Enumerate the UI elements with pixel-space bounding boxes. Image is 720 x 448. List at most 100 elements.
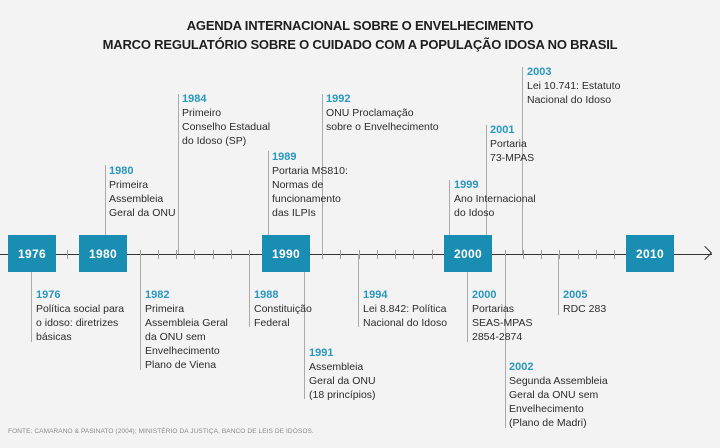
- event-description-line: Plano de Viena: [145, 359, 217, 371]
- event-connector-line: [249, 254, 250, 327]
- event-description-line: Primeira: [109, 179, 149, 191]
- timeline-event-1992: 1992 ONU Proclamação sobre o Envelheciment…: [326, 92, 439, 134]
- event-description-line: Geral da ONU: [109, 207, 176, 219]
- event-description-line: Segunda Assembleia: [509, 375, 608, 387]
- event-description-line: Conselho Estadual: [182, 121, 271, 133]
- event-year: 2001: [490, 124, 515, 136]
- event-description-line: da ONU sem: [145, 331, 206, 343]
- timeline-event-2001: 2001 Portaria 73-MPAS: [490, 123, 534, 165]
- axis-tick: [595, 250, 597, 259]
- event-connector-line: [558, 254, 559, 315]
- event-year: 2003: [527, 66, 552, 78]
- event-description-line: o idoso: diretrizes: [36, 317, 119, 329]
- event-description-line: Geral da ONU sem: [509, 389, 599, 401]
- timeline-event-2000: 2000 Portarias SEAS-MPAS 2854-2874: [472, 288, 533, 344]
- timeline-event-1988: 1988 Constituição Federal: [254, 288, 312, 330]
- event-description-line: SEAS-MPAS: [472, 317, 533, 329]
- event-connector-line: [522, 67, 523, 254]
- axis-tick: [176, 250, 177, 259]
- axis-tick: [322, 250, 323, 259]
- event-description-line: (Plano de Madri): [509, 417, 587, 429]
- event-description-line: Portarias: [472, 303, 515, 315]
- event-description-line: Assembleia: [309, 361, 364, 373]
- timeline-event-1984: 1984 Primeiro Conselho Estadual do Idoso (S…: [182, 92, 270, 148]
- event-connector-line: [467, 272, 468, 342]
- event-description-line: funcionamento: [272, 193, 341, 205]
- year-box-2000: 2000: [444, 235, 492, 272]
- timeline-event-1999: 1999 Ano Internacional do Idoso: [454, 178, 536, 220]
- timeline-event-1976: 1976 Política social para o idoso: diretri…: [36, 288, 124, 344]
- event-description-line: Constituição: [254, 303, 312, 315]
- event-connector-line: [178, 94, 179, 254]
- axis-tick: [614, 250, 615, 259]
- timeline-event-1980: 1980 Primeira Assembleia Geral da ONU: [109, 164, 176, 220]
- timeline-event-1994: 1994 Lei 8.842: Política Nacional do Idoso: [363, 288, 447, 330]
- axis-tick: [157, 250, 159, 259]
- event-description-line: RDC 283: [563, 303, 607, 315]
- event-year: 2005: [563, 289, 588, 301]
- event-year: 1984: [182, 93, 207, 105]
- event-year: 1988: [254, 289, 279, 301]
- event-year: 1976: [36, 289, 61, 301]
- event-connector-line: [105, 165, 106, 235]
- event-description-line: Federal: [254, 317, 290, 329]
- title-line-2: MARCO REGULATÓRIO SOBRE O CUIDADO COM A …: [102, 37, 618, 52]
- axis-tick: [194, 250, 196, 259]
- event-description-line: Primeira: [145, 303, 185, 315]
- event-connector-line: [486, 125, 487, 254]
- event-description-line: 2854-2874: [472, 331, 523, 343]
- axis-tick: [577, 250, 579, 259]
- event-year: 1982: [145, 289, 170, 301]
- event-description-line: Portaria MS810:: [272, 165, 348, 177]
- event-description-line: Envelhecimento: [509, 403, 584, 415]
- title-line-1: AGENDA INTERNACIONAL SOBRE O ENVELHECIME…: [186, 18, 534, 33]
- event-description-line: Primeiro: [182, 107, 222, 119]
- event-description-line: básicas: [36, 331, 72, 343]
- event-description-line: Assembleia: [109, 193, 164, 205]
- axis-tick: [559, 250, 561, 259]
- axis-tick: [230, 250, 232, 259]
- timeline-axis: [0, 254, 712, 255]
- axis-tick: [395, 250, 396, 259]
- arrow-right-icon: [697, 245, 713, 261]
- event-connector-line: [140, 254, 141, 370]
- timeline-event-2005: 2005 RDC 283: [563, 288, 606, 316]
- event-year: 1999: [454, 179, 479, 191]
- source-note: FONTE: CAMARANO & PASINATO (2004); MINIS…: [8, 428, 314, 435]
- timeline-event-1991: 1991 Assembleia Geral da ONU (18 princípios…: [309, 346, 376, 402]
- event-description-line: ONU Proclamação: [326, 107, 414, 119]
- event-year: 1980: [109, 165, 134, 177]
- event-description-line: do Idoso: [454, 207, 495, 219]
- event-year: 1989: [272, 151, 297, 163]
- event-description-line: Portaria: [490, 138, 527, 150]
- year-box-1990: 1990: [262, 235, 310, 272]
- event-connector-line: [304, 272, 305, 399]
- timeline-event-1982: 1982 Primeira Assembleia Geral da ONU sem En…: [145, 288, 228, 372]
- event-description-line: Assembleia Geral: [145, 317, 228, 329]
- event-description-line: sobre o Envelhecimento: [326, 121, 439, 133]
- event-year: 2002: [509, 361, 534, 373]
- axis-tick: [376, 250, 378, 259]
- year-box-2010: 2010: [626, 235, 674, 272]
- axis-tick: [66, 250, 68, 259]
- axis-tick: [358, 250, 360, 259]
- event-year: 1991: [309, 347, 334, 359]
- year-box-1976: 1976: [8, 235, 56, 272]
- event-description-line: Normas de: [272, 179, 324, 191]
- event-description-line: Ano Internacional: [454, 193, 536, 205]
- year-box-1980: 1980: [79, 235, 127, 272]
- axis-tick: [431, 250, 433, 259]
- event-description-line: Nacional do Idoso: [363, 317, 448, 329]
- event-description-line: 73-MPAS: [490, 152, 535, 164]
- axis-tick: [413, 250, 415, 259]
- event-connector-line: [449, 180, 450, 254]
- timeline-event-2003: 2003 Lei 10.741: Estatuto Nacional do Idos…: [527, 65, 620, 107]
- timeline-event-1989: 1989 Portaria MS810: Normas de funcionament…: [272, 150, 348, 220]
- axis-tick: [340, 250, 342, 259]
- event-description-line: Envelhecimento: [145, 345, 220, 357]
- event-connector-line: [322, 94, 323, 254]
- event-year: 2000: [472, 289, 497, 301]
- event-connector-line: [268, 151, 269, 254]
- event-description-line: Política social para: [36, 303, 125, 315]
- event-connector-line: [31, 272, 32, 342]
